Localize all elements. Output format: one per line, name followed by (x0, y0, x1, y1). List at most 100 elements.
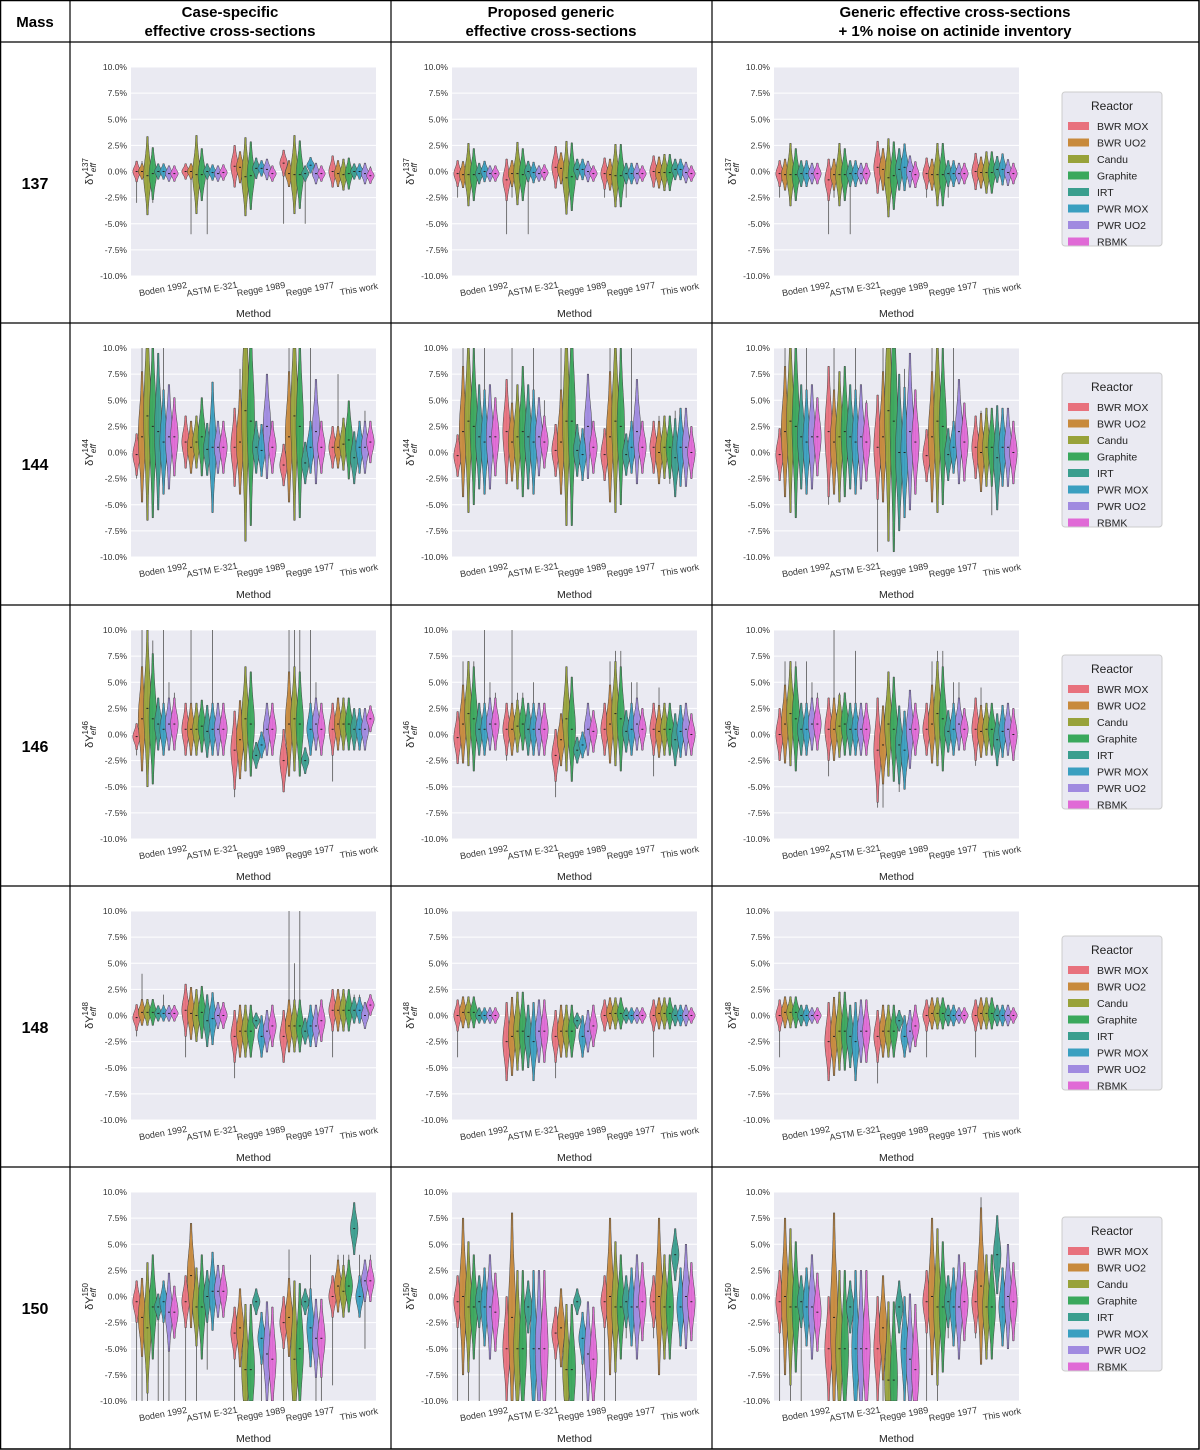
y-tick-label: -10.0% (421, 1115, 448, 1125)
y-tick-label: -7.5% (426, 1370, 449, 1380)
y-tick-label: -7.5% (105, 245, 128, 255)
y-axis-label-sub: eff (410, 725, 419, 735)
x-tick-label: ASTM E-321 (829, 1124, 881, 1143)
chart-panel: 10.0% 7.5% 5.0% 2.5% 0.0% -2.5% -5.0% -7.5% -10.… (402, 62, 700, 320)
y-tick-label: 0.0% (108, 448, 128, 458)
y-axis-label-sup: 150 (724, 1283, 733, 1297)
chart-panel: 10.0% 7.5% 5.0% 2.5% 0.0% -2.5% -5.0% -7.5% -10.… (724, 343, 1163, 601)
x-tick-label: Regge 1989 (879, 843, 929, 861)
y-axis-label-sup: 150 (81, 1283, 90, 1297)
x-tick-label: Regge 1989 (236, 561, 286, 579)
violin-group (453, 348, 696, 526)
y-tick-label: 0.0% (751, 730, 771, 740)
y-axis-label-sub: eff (732, 443, 741, 453)
x-axis-label: Method (879, 589, 914, 601)
y-tick-label: 7.5% (429, 1213, 449, 1223)
chart-panel: 10.0% 7.5% 5.0% 2.5% 0.0% -2.5% -5.0% -7.5% -10.… (81, 625, 379, 883)
chart-panel: 10.0% 7.5% 5.0% 2.5% 0.0% -2.5% -5.0% -7.5% -10.… (402, 343, 700, 601)
chart-panel: 10.0% 7.5% 5.0% 2.5% 0.0% -2.5% -5.0% -7.5% -10.… (81, 343, 379, 601)
legend-swatch (1068, 751, 1089, 759)
legend-swatch (1068, 1313, 1089, 1321)
legend-swatch (1068, 403, 1089, 411)
x-tick-label: Regge 1977 (606, 1405, 656, 1423)
legend-swatch (1068, 1081, 1089, 1090)
x-tick-label: Boden 1992 (459, 280, 509, 298)
y-tick-label: -10.0% (743, 552, 770, 562)
y-tick-label: -5.0% (426, 782, 449, 792)
y-axis-label-main: δY (405, 1296, 417, 1310)
legend-label: PWR MOX (1097, 1048, 1148, 1060)
x-tick-label: ASTM E-321 (186, 561, 238, 580)
legend-swatch (1068, 204, 1089, 213)
y-tick-label: -5.0% (426, 219, 449, 229)
y-tick-label: -7.5% (748, 1370, 771, 1380)
y-axis-label-sup: 146 (402, 721, 411, 735)
y-tick-label: 0.0% (751, 1292, 771, 1302)
y-tick-label: -5.0% (105, 1344, 128, 1354)
y-tick-label: -10.0% (100, 552, 127, 562)
y-axis-label-sup: 144 (402, 439, 411, 453)
y-tick-label: -10.0% (421, 834, 448, 844)
x-tick-label: Regge 1977 (285, 561, 335, 579)
y-tick-label: 5.0% (429, 677, 449, 687)
y-tick-label: 2.5% (751, 1265, 771, 1275)
legend-swatch (1068, 138, 1089, 147)
violin-graphite (246, 1304, 255, 1401)
chart-panel: 10.0% 7.5% 5.0% 2.5% 0.0% -2.5% -5.0% -7.5% -10.… (724, 906, 1163, 1164)
violin-group (775, 991, 1018, 1084)
legend-swatch (1068, 1362, 1089, 1371)
y-axis-label-main: δY (84, 1296, 96, 1310)
violin-graphite (567, 1304, 576, 1401)
violin-graphite (518, 1270, 527, 1401)
legend-swatch (1068, 171, 1089, 180)
y-axis-label-sup: 137 (81, 158, 90, 172)
legend-label: IRT (1097, 1312, 1114, 1324)
x-tick-label: Boden 1992 (459, 843, 509, 861)
violin-group (775, 1197, 1018, 1401)
y-tick-label: -5.0% (105, 219, 128, 229)
violin-graphite (567, 348, 576, 526)
y-tick-label: 7.5% (429, 369, 449, 379)
chart-panel: 10.0% 7.5% 5.0% 2.5% 0.0% -2.5% -5.0% -7.5% -10.… (724, 62, 1163, 320)
legend-title: Reactor (1091, 1224, 1133, 1238)
x-tick-label: This work (660, 844, 700, 861)
violin-group (775, 348, 1018, 553)
legend-label: RBMK (1097, 237, 1127, 249)
legend-swatch (1068, 718, 1089, 726)
legend-swatch (1068, 419, 1089, 428)
y-tick-label: 10.0% (103, 1187, 128, 1197)
y-tick-label: -2.5% (426, 756, 449, 766)
y-tick-label: -7.5% (426, 808, 449, 818)
y-tick-label: 7.5% (751, 932, 771, 942)
x-axis-label: Method (236, 589, 271, 601)
legend-swatch (1068, 767, 1089, 776)
chart-panel: 10.0% 7.5% 5.0% 2.5% 0.0% -2.5% -5.0% -7.5% -10.… (81, 1187, 379, 1445)
y-axis-label-sup: 148 (724, 1002, 733, 1016)
x-tick-label: ASTM E-321 (507, 280, 559, 299)
y-tick-label: 2.5% (108, 703, 128, 713)
y-tick-label: 2.5% (108, 1265, 128, 1275)
legend-label: Candu (1097, 717, 1128, 729)
x-tick-label: Boden 1992 (781, 1405, 831, 1423)
y-tick-label: -10.0% (100, 834, 127, 844)
legend-label: Candu (1097, 435, 1128, 447)
header-row: Mass Case-specific effective cross-secti… (16, 4, 1072, 40)
x-tick-label: Regge 1989 (879, 561, 929, 579)
y-axis-label: δY148eff (402, 1002, 419, 1029)
x-tick-label: Regge 1989 (557, 1124, 607, 1142)
x-tick-label: Boden 1992 (459, 561, 509, 579)
violin-group (132, 1202, 375, 1401)
header-col2-line1: Proposed generic (488, 4, 615, 21)
y-axis-label: δY137eff (402, 158, 419, 185)
legend-label: BWR MOX (1097, 965, 1148, 977)
x-tick-label: Boden 1992 (781, 1124, 831, 1142)
violin-rbmk (862, 1270, 871, 1401)
mass-label: 137 (22, 176, 49, 193)
x-tick-label: This work (339, 281, 379, 298)
y-tick-label: -7.5% (105, 526, 128, 536)
legend-swatch (1068, 436, 1089, 444)
x-tick-label: This work (982, 281, 1022, 298)
y-tick-label: -5.0% (426, 1344, 449, 1354)
x-tick-label: This work (339, 1125, 379, 1142)
y-tick-label: -5.0% (105, 1063, 128, 1073)
